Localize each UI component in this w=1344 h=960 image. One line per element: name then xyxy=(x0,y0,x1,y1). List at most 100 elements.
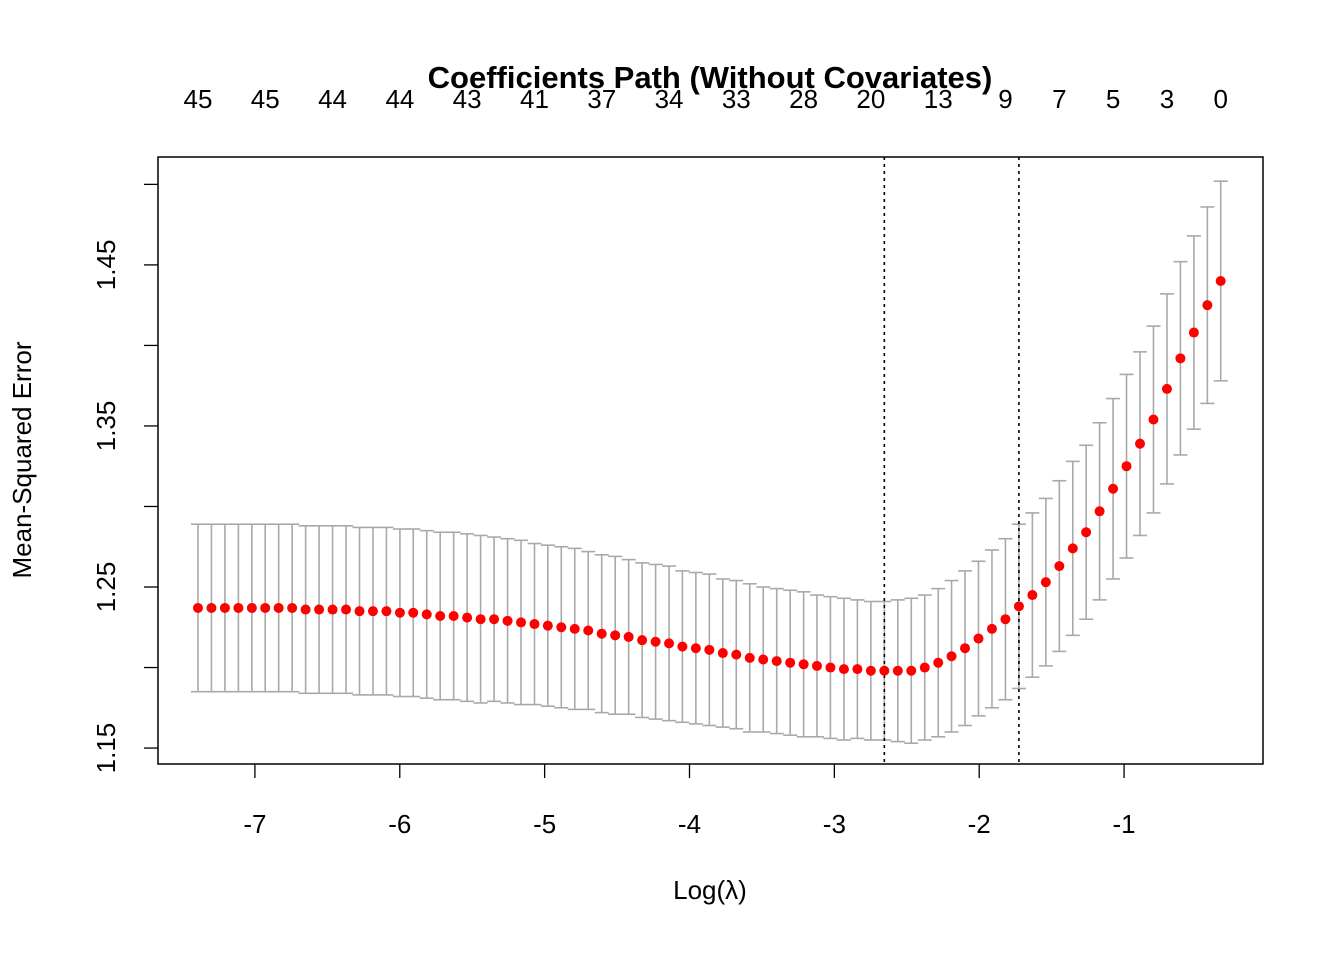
point xyxy=(946,651,957,662)
point xyxy=(354,606,365,617)
point xyxy=(219,602,230,613)
point xyxy=(811,660,822,671)
point xyxy=(192,602,203,613)
point xyxy=(367,606,378,617)
point xyxy=(1040,577,1051,588)
point xyxy=(489,614,500,625)
point xyxy=(341,604,352,615)
top-tick-label: 28 xyxy=(789,84,818,114)
top-tick-label: 13 xyxy=(924,84,953,114)
chart-title: Coefficients Path (Without Covariates) xyxy=(428,60,993,95)
top-tick-label: 37 xyxy=(587,84,616,114)
point xyxy=(233,602,244,613)
point xyxy=(973,633,984,644)
point xyxy=(986,623,997,634)
point xyxy=(1148,414,1159,425)
point xyxy=(542,620,553,631)
y-tick-label: 1.15 xyxy=(91,723,121,774)
point xyxy=(865,665,876,676)
point xyxy=(650,636,661,647)
top-tick-label: 7 xyxy=(1052,84,1066,114)
top-tick-label: 33 xyxy=(722,84,751,114)
y-tick-label: 1.35 xyxy=(91,401,121,452)
point xyxy=(919,662,930,673)
top-tick-label: 20 xyxy=(856,84,885,114)
point xyxy=(1161,383,1172,394)
x-axis-label: Log(λ) xyxy=(673,875,747,905)
point xyxy=(664,638,675,649)
point xyxy=(462,612,473,623)
point xyxy=(1108,483,1119,494)
point xyxy=(1121,461,1132,472)
plot-frame xyxy=(157,156,1264,765)
point xyxy=(583,625,594,636)
point xyxy=(758,654,769,665)
point xyxy=(785,657,796,668)
top-tick-label: 41 xyxy=(520,84,549,114)
point xyxy=(206,602,217,613)
point xyxy=(838,664,849,675)
point xyxy=(1027,590,1038,601)
x-tick-label: -3 xyxy=(823,809,846,839)
point xyxy=(394,607,405,618)
point xyxy=(1175,353,1186,364)
point xyxy=(623,631,634,642)
point xyxy=(421,609,432,620)
top-tick-label: 9 xyxy=(998,84,1012,114)
point xyxy=(637,635,648,646)
point xyxy=(677,641,688,652)
top-tick-label: 45 xyxy=(251,84,280,114)
point xyxy=(569,623,580,634)
point xyxy=(1081,527,1092,538)
point xyxy=(1000,614,1011,625)
point xyxy=(1188,327,1199,338)
point xyxy=(448,610,459,621)
top-tick-label: 45 xyxy=(184,84,213,114)
point xyxy=(502,615,513,626)
point xyxy=(744,652,755,663)
point xyxy=(314,604,325,615)
point xyxy=(327,604,338,615)
x-tick-label: -6 xyxy=(388,809,411,839)
point xyxy=(1067,543,1078,554)
point xyxy=(381,606,392,617)
point xyxy=(825,662,836,673)
y-tick-label: 1.25 xyxy=(91,562,121,613)
point xyxy=(798,659,809,670)
point xyxy=(879,665,890,676)
x-tick-label: -5 xyxy=(533,809,556,839)
x-tick-label: -2 xyxy=(968,809,991,839)
point xyxy=(704,644,715,655)
x-tick-label: -1 xyxy=(1113,809,1136,839)
top-tick-label: 44 xyxy=(318,84,347,114)
point xyxy=(300,604,311,615)
y-axis-label: Mean-Squared Error xyxy=(7,341,37,578)
point xyxy=(933,657,944,668)
point xyxy=(1202,300,1213,311)
point xyxy=(1094,506,1105,517)
top-tick-label: 43 xyxy=(453,84,482,114)
top-tick-label: 34 xyxy=(655,84,684,114)
top-tick-label: 0 xyxy=(1213,84,1227,114)
point xyxy=(906,665,917,676)
top-tick-label: 5 xyxy=(1106,84,1120,114)
point xyxy=(287,602,298,613)
point xyxy=(731,649,742,660)
point xyxy=(435,610,446,621)
point xyxy=(960,643,971,654)
point xyxy=(260,602,271,613)
top-tick-label: 44 xyxy=(385,84,414,114)
point xyxy=(852,664,863,675)
x-tick-label: -7 xyxy=(243,809,266,839)
point xyxy=(690,643,701,654)
point xyxy=(1054,561,1065,572)
point xyxy=(610,630,621,641)
point xyxy=(596,628,607,639)
point xyxy=(771,656,782,667)
point xyxy=(556,622,567,633)
point xyxy=(1013,601,1024,612)
x-tick-label: -4 xyxy=(678,809,701,839)
